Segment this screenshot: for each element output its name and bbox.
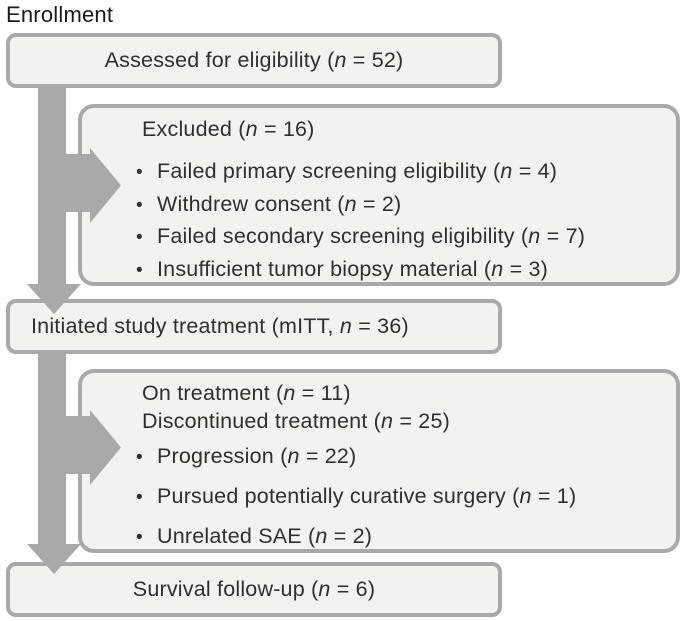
initiated-treatment-box: Initiated study treatment (mITT, n = 36)	[6, 299, 502, 354]
text-line: On treatment (n = 11)	[136, 379, 666, 407]
line-text: Initiated study treatment (mITT, n = 36)	[31, 314, 409, 338]
line-text: Failed primary screening eligibility (n …	[157, 159, 558, 183]
bullet-item: • Pursued potentially curative surgery (n…	[136, 477, 666, 517]
survival-followup-text: Survival follow-up (n = 6)	[10, 566, 498, 613]
line-text: Progression (n = 22)	[157, 444, 357, 468]
text-line: Excluded (n = 16)	[136, 114, 666, 144]
text-line: Assessed for eligibility (n = 52)	[105, 48, 404, 73]
section-title: Enrollment	[6, 2, 114, 27]
line-text: Survival follow-up (n = 6)	[132, 577, 376, 601]
line-text: Assessed for eligibility (n = 52)	[104, 48, 404, 72]
excluded-box: Excluded (n = 16) • Failed primary screeni…	[78, 104, 680, 286]
bullet-icon: •	[136, 527, 143, 548]
treatment-status-box: On treatment (n = 11) Discontinued treatm…	[78, 369, 680, 553]
bullet-item: • Insufficient tumor biopsy material (n =…	[136, 254, 666, 283]
text-line: Discontinued treatment (n = 25)	[136, 407, 666, 435]
bullet-icon: •	[136, 259, 143, 281]
initiated-treatment-text: Initiated study treatment (mITT, n = 36)	[10, 303, 498, 350]
line-text: Unrelated SAE (n = 2)	[157, 524, 373, 548]
bullet-item: • Unrelated SAE (n = 2)	[136, 517, 666, 549]
line-text: Discontinued treatment (n = 25)	[142, 409, 450, 433]
bullet-icon: •	[136, 487, 143, 508]
bullet-icon: •	[136, 447, 143, 468]
line-text: Excluded (n = 16)	[142, 117, 315, 141]
excluded-text: Excluded (n = 16) • Failed primary screeni…	[86, 108, 672, 282]
assessed-eligibility-text: Assessed for eligibility (n = 52)	[10, 37, 498, 84]
survival-followup-box: Survival follow-up (n = 6)	[6, 562, 502, 617]
text-line: Survival follow-up (n = 6)	[133, 577, 375, 602]
bullet-icon: •	[136, 227, 143, 248]
line-text: On treatment (n = 11)	[142, 381, 351, 405]
bullet-item: • Progression (n = 22)	[136, 437, 666, 477]
bullet-icon: •	[136, 194, 143, 216]
line-text: Insufficient tumor biopsy material (n = …	[157, 256, 549, 281]
line-text: Withdrew consent (n = 2)	[157, 191, 402, 216]
bullet-item: • Failed primary screening eligibility (n…	[136, 156, 666, 189]
line-text: Failed secondary screening eligibility (…	[157, 224, 586, 248]
arrow-branch-shaft-1	[52, 154, 90, 212]
text-line: Initiated study treatment (mITT, n = 36)	[31, 314, 409, 339]
bullet-item: • Withdrew consent (n = 2)	[136, 189, 666, 222]
assessed-eligibility-box: Assessed for eligibility (n = 52)	[6, 33, 502, 88]
bullet-item: • Failed secondary screening eligibility …	[136, 221, 666, 254]
line-text: Pursued potentially curative surgery (n …	[157, 484, 577, 508]
bullet-icon: •	[136, 162, 143, 183]
arrow-branch-shaft-2	[52, 416, 90, 474]
treatment-status-text: On treatment (n = 11) Discontinued treatm…	[86, 373, 672, 549]
